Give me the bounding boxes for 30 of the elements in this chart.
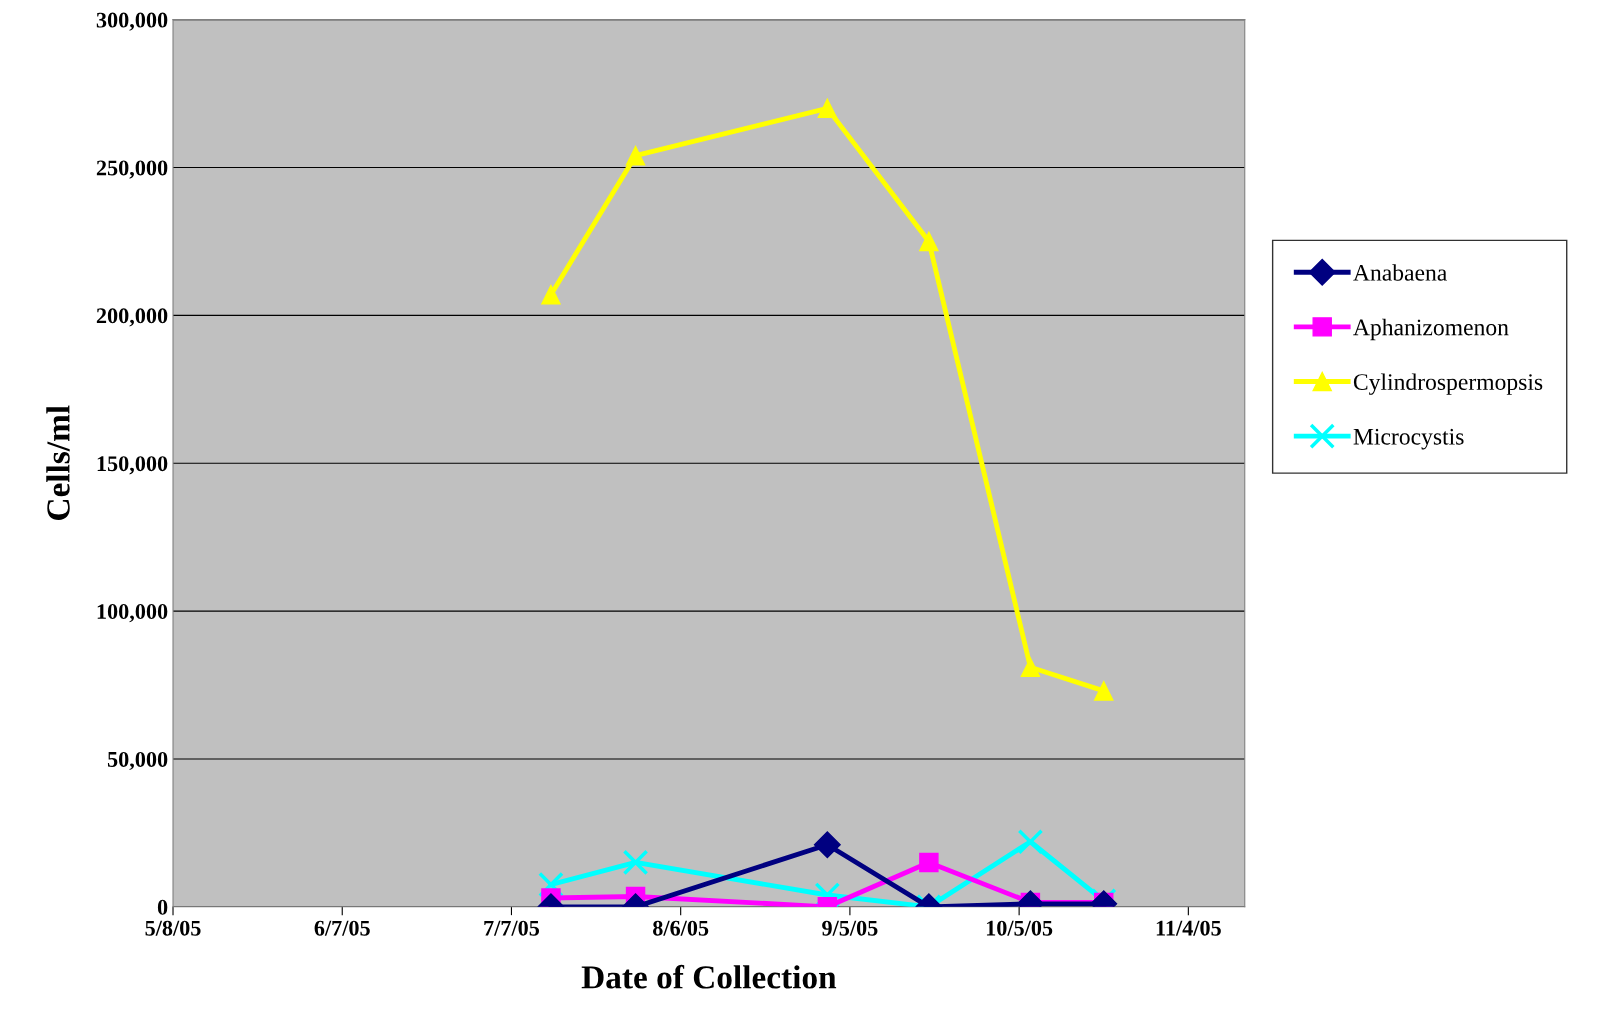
x-axis-title: Date of Collection: [581, 964, 837, 989]
point: [817, 98, 838, 119]
y-tick-label: 100,000: [97, 604, 168, 623]
point: [919, 852, 939, 873]
x-tick-label: 8/6/05: [653, 920, 709, 936]
y-tick-label: 150,000: [97, 456, 168, 475]
y-tick-label: 250,000: [96, 160, 168, 179]
x-tick-label: 10/5/05: [986, 920, 1053, 936]
y-tick-label: 50,000: [107, 751, 168, 771]
y-tick-label: 200,000: [96, 308, 168, 327]
point: [1020, 657, 1041, 678]
point: [541, 284, 561, 305]
x-tick-label: 5/8/05: [145, 920, 201, 936]
x-tick-label: 9/5/05: [822, 920, 878, 936]
point: [1017, 828, 1044, 855]
legend-label: Microcystis: [1353, 428, 1464, 450]
point: [919, 231, 939, 252]
point: [1094, 681, 1114, 701]
legend-label: Aphanizomenon: [1353, 318, 1509, 341]
point: [625, 145, 646, 166]
x-tick-label: 11/4/05: [1156, 920, 1221, 936]
y-tick-label: 0: [157, 899, 168, 915]
x-tick-label: 7/7/05: [484, 920, 540, 936]
y-axis-title: Cells/ml: [46, 405, 70, 520]
legend-label: Anabaena: [1353, 264, 1447, 281]
point: [813, 831, 841, 859]
x-tick-label: 6/7/05: [314, 920, 370, 936]
legend-label: Cylindrospermopsis: [1353, 373, 1543, 395]
y-tick-label: 300,000: [96, 12, 168, 31]
point: [622, 849, 649, 876]
